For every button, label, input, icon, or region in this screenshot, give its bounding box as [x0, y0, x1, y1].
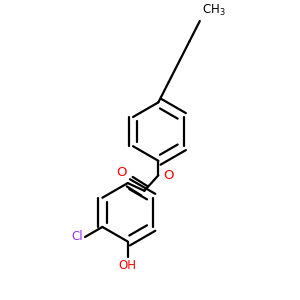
Text: CH$_3$: CH$_3$ — [202, 3, 226, 18]
Text: Cl: Cl — [71, 230, 83, 244]
Text: O: O — [116, 167, 126, 179]
Text: OH: OH — [119, 259, 137, 272]
Text: O: O — [164, 169, 174, 182]
